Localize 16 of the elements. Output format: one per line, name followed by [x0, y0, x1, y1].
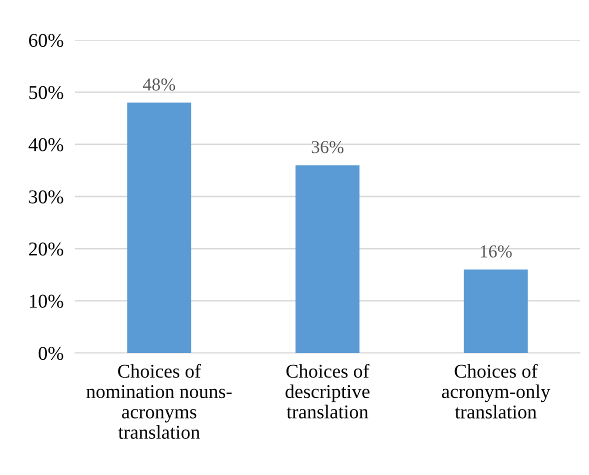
x-tick-label: Choices of nomination nouns- acronyms translation — [86, 364, 232, 439]
x-tick-label: Choices of acronym-only translation — [442, 364, 550, 419]
y-tick-label: 0% — [38, 346, 64, 360]
y-tick-label: 40% — [28, 138, 64, 152]
y-tick-label: 10% — [30, 294, 64, 308]
y-tick-label: 20% — [29, 242, 64, 256]
y-tick-label: 50% — [29, 86, 64, 100]
y-tick-label: 30% — [29, 190, 64, 204]
y-tick-label: 60% — [29, 34, 64, 47]
bar — [464, 270, 528, 353]
data-label: 48% — [142, 78, 176, 91]
data-label: 36% — [312, 141, 344, 154]
data-label: 16% — [480, 245, 512, 258]
x-tick-label: Choices of descriptive translation — [286, 364, 370, 418]
bar — [127, 102, 192, 353]
bar — [296, 165, 360, 353]
